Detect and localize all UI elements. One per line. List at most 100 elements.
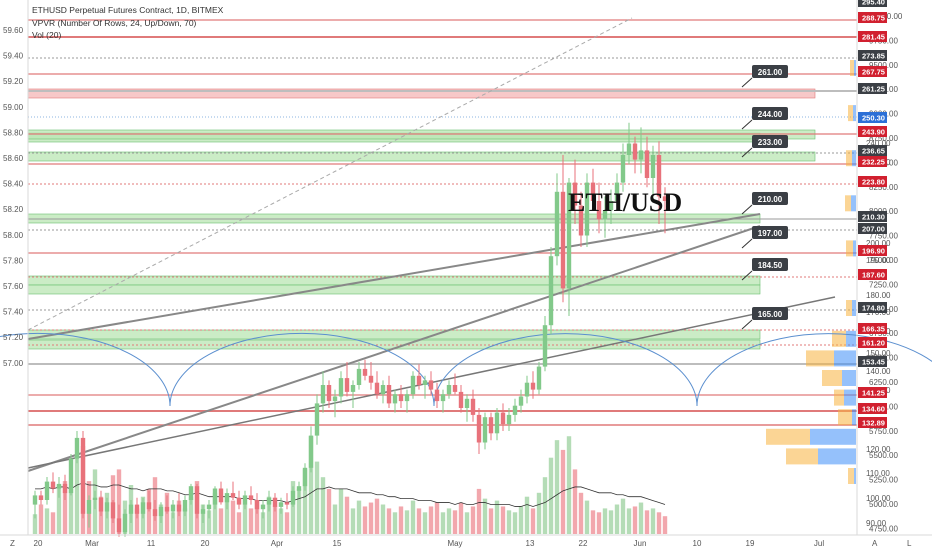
volume-bar <box>470 506 476 534</box>
volume-profile-up <box>851 195 856 212</box>
time-axis[interactable]: 20 Mar 11 20 Apr 15 May 13 22 Jun 10 19 Jul <box>34 539 825 548</box>
volume-bar <box>368 502 374 534</box>
price-callouts: 261.00 244.00 233.00 210.00 197.00 184.50 165.… <box>741 65 788 330</box>
candle-body <box>116 518 122 533</box>
callout-pointer <box>741 147 753 158</box>
time-axis-tick: 20 <box>201 539 210 548</box>
price-tag-red <box>858 387 887 398</box>
callout-label: 197.00 <box>758 229 783 238</box>
candle-body <box>104 502 110 512</box>
price-tag-red-label: 223.80 <box>862 178 885 187</box>
candle-body <box>134 504 140 514</box>
candle-body <box>446 385 452 395</box>
volume-bar <box>446 508 452 534</box>
callout-label: 244.00 <box>758 110 783 119</box>
left-axis-tick: 58.80 <box>3 128 24 137</box>
volume-bar <box>290 481 296 534</box>
volume-profile-up <box>846 330 856 347</box>
left-axis-tick: 57.80 <box>3 256 24 265</box>
volume-bar <box>182 508 188 534</box>
price-tag-dark <box>858 223 887 234</box>
volume-bar <box>428 506 434 534</box>
volume-bar <box>560 449 566 534</box>
candle-body <box>68 458 74 494</box>
volume-bar <box>434 502 440 534</box>
volume-profile-down <box>848 468 854 484</box>
price-tag-dark-label: 210.30 <box>862 213 885 222</box>
time-axis-tick: Jun <box>634 539 647 548</box>
volume-profile-down <box>846 300 852 316</box>
right-axis-tick: 5250.00 <box>869 476 898 485</box>
candle-body <box>560 191 566 289</box>
candle-body <box>56 483 62 489</box>
volume-bar <box>656 512 662 534</box>
volume-bar <box>458 502 464 534</box>
candle-body <box>416 375 422 385</box>
candle-body <box>296 486 302 491</box>
time-axis-tick: 13 <box>526 539 535 548</box>
candle-body <box>32 495 38 505</box>
candle-body <box>152 509 158 517</box>
volume-bar <box>554 440 560 534</box>
candle-body <box>92 497 98 500</box>
trend-line-lower <box>27 225 761 472</box>
candle-body <box>236 497 242 505</box>
volume-bar <box>536 492 542 534</box>
callout-box <box>752 192 788 205</box>
price-tag-dark-label: 207.00 <box>862 225 885 234</box>
right-axis-tick: 6250.00 <box>869 378 898 387</box>
price-tags: 288.75 281.45 267.75 243.90 232.25 223.80 196.… <box>858 0 887 428</box>
volume-bar <box>248 508 254 534</box>
candle-body <box>80 437 86 514</box>
right-axis-tick: 8750.00 <box>869 134 898 143</box>
inner-axis-tick: 100.00 <box>866 494 891 503</box>
callout-box <box>752 226 788 239</box>
volume-bar <box>116 469 122 534</box>
callout-box <box>752 307 788 320</box>
candle-body <box>542 325 548 367</box>
auto-scale-button[interactable]: A <box>872 539 878 548</box>
price-tag-red-label: 187.60 <box>862 271 885 280</box>
volume-profile-down <box>845 195 851 212</box>
zoom-z-button[interactable]: Z <box>10 539 15 548</box>
volume-bar <box>350 508 356 534</box>
volume-profile-down <box>766 428 810 445</box>
candle-body <box>122 513 128 533</box>
candle-body <box>656 155 662 197</box>
candle-body <box>338 378 344 397</box>
callout-pointer <box>741 204 753 215</box>
inner-axis-tick: 200.00 <box>866 239 891 248</box>
log-scale-button[interactable]: L <box>907 539 912 548</box>
volume-bar <box>242 504 248 534</box>
volume-profile-up <box>854 60 856 76</box>
volume-moving-average <box>35 482 666 507</box>
callout-label: 233.00 <box>758 138 783 147</box>
volume-bar <box>548 457 554 534</box>
volume-bar <box>134 508 140 534</box>
price-tag-current <box>858 112 887 123</box>
candle-body <box>590 182 596 201</box>
volume-bar <box>410 500 416 534</box>
volume-bar <box>506 510 512 534</box>
volume-bar <box>74 455 80 534</box>
header-vpvr: VPVR (Number Of Rows, 24, Up/Down, 70) <box>32 18 197 28</box>
left-axis-tick: 58.60 <box>3 154 24 163</box>
price-tag-dark <box>858 302 887 313</box>
candle-body <box>638 150 644 160</box>
volume-profile-down <box>832 330 846 347</box>
right-axis-tick: 7250.00 <box>869 280 898 289</box>
volume-profile-up <box>853 240 856 257</box>
volume-bar <box>284 512 290 534</box>
volume-bar <box>392 512 398 534</box>
price-tag-red <box>858 245 887 256</box>
volume-bar <box>494 500 500 534</box>
candle-body <box>200 509 206 514</box>
candle-body <box>110 502 116 519</box>
volume-bar <box>626 508 632 534</box>
candle-body <box>308 435 314 468</box>
candle-body <box>212 488 218 505</box>
volume-profile-down <box>838 409 852 426</box>
volume-bar <box>572 469 578 534</box>
price-tag-red-label: 141.25 <box>862 389 885 398</box>
